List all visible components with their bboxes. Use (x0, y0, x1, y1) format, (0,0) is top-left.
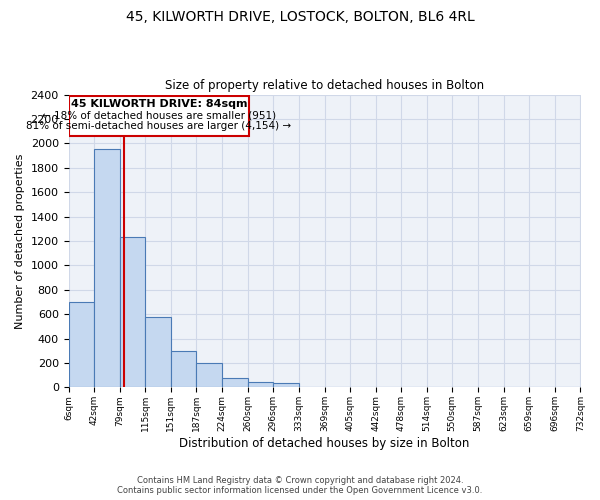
Y-axis label: Number of detached properties: Number of detached properties (15, 154, 25, 328)
Bar (196, 363, 222, 388)
X-axis label: Distribution of detached houses by size in Bolton: Distribution of detached houses by size … (179, 437, 470, 450)
Bar (94, 150, 120, 388)
Bar (171, 351, 196, 388)
Bar (248, 382, 273, 388)
Text: 81% of semi-detached houses are larger (4,154) →: 81% of semi-detached houses are larger (… (26, 122, 292, 132)
Bar (145, 316, 171, 388)
Bar (273, 383, 299, 388)
Title: Size of property relative to detached houses in Bolton: Size of property relative to detached ho… (165, 79, 484, 92)
Text: 45 KILWORTH DRIVE: 84sqm: 45 KILWORTH DRIVE: 84sqm (71, 100, 247, 110)
Bar (120, 238, 145, 388)
Text: ← 18% of detached houses are smaller (951): ← 18% of detached houses are smaller (95… (42, 110, 276, 120)
Bar (68, 302, 94, 388)
Text: Contains HM Land Registry data © Crown copyright and database right 2024.
Contai: Contains HM Land Registry data © Crown c… (118, 476, 482, 495)
Text: 45, KILWORTH DRIVE, LOSTOCK, BOLTON, BL6 4RL: 45, KILWORTH DRIVE, LOSTOCK, BOLTON, BL6… (125, 10, 475, 24)
Bar (222, 378, 248, 388)
FancyBboxPatch shape (68, 96, 249, 136)
